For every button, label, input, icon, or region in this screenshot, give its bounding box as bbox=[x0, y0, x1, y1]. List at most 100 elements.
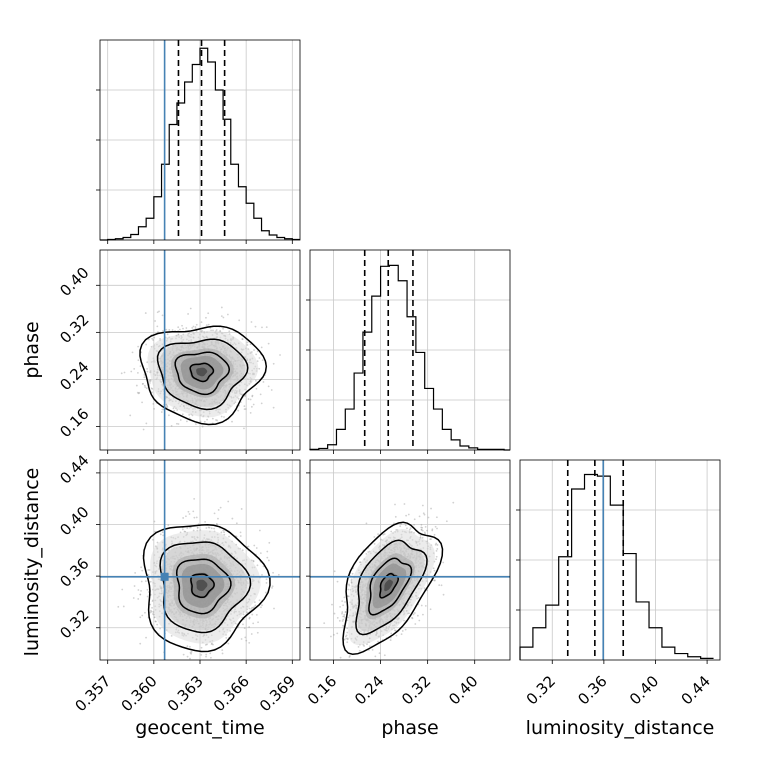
sample-point bbox=[139, 642, 142, 645]
sample-point bbox=[170, 635, 173, 637]
sample-point bbox=[258, 599, 261, 602]
sample-point bbox=[147, 573, 150, 576]
sample-point bbox=[223, 663, 225, 665]
sample-point bbox=[253, 544, 256, 547]
density-panel-geocent_time-phase bbox=[96, 249, 301, 454]
sample-point bbox=[122, 605, 125, 608]
sample-point bbox=[265, 591, 267, 594]
sample-point bbox=[158, 310, 160, 313]
sample-point bbox=[252, 606, 255, 609]
sample-point bbox=[212, 643, 214, 646]
sample-point bbox=[210, 527, 213, 530]
sample-point bbox=[422, 613, 424, 616]
sample-point bbox=[135, 384, 138, 387]
sample-point bbox=[133, 367, 136, 370]
sample-point bbox=[185, 327, 188, 329]
x-axis-label-geocent-time: geocent_time bbox=[135, 717, 264, 739]
sample-point bbox=[186, 527, 189, 529]
sample-point bbox=[189, 657, 191, 660]
sample-point bbox=[227, 642, 230, 645]
sample-point bbox=[261, 326, 263, 329]
sample-point bbox=[421, 504, 424, 507]
sample-point bbox=[142, 428, 145, 431]
sample-point bbox=[419, 534, 422, 537]
sample-point bbox=[189, 526, 192, 529]
sample-point bbox=[422, 512, 425, 515]
sample-point bbox=[256, 631, 259, 634]
sample-point bbox=[228, 535, 230, 538]
sample-point bbox=[256, 360, 259, 363]
sample-point bbox=[243, 627, 246, 630]
density-panel-geocent_time-luminosity_distance bbox=[96, 459, 301, 683]
sample-point bbox=[207, 323, 210, 326]
sample-point bbox=[140, 580, 143, 583]
sample-point bbox=[241, 338, 244, 340]
sample-point bbox=[153, 407, 155, 410]
sample-point bbox=[237, 409, 240, 412]
sample-point bbox=[131, 351, 134, 354]
sample-point bbox=[145, 636, 147, 639]
sample-point bbox=[261, 573, 263, 576]
sample-point bbox=[203, 420, 206, 423]
sample-point bbox=[219, 506, 222, 509]
sample-point bbox=[253, 606, 256, 608]
sample-point bbox=[211, 642, 213, 645]
sample-point bbox=[159, 337, 161, 340]
sample-point bbox=[200, 653, 203, 656]
sample-point bbox=[348, 656, 351, 658]
sample-point bbox=[179, 419, 182, 421]
sample-point bbox=[433, 569, 436, 572]
sample-point bbox=[244, 636, 247, 639]
sample-point bbox=[195, 323, 198, 326]
sample-point bbox=[151, 538, 154, 541]
sample-point bbox=[181, 324, 183, 327]
sample-point bbox=[167, 524, 170, 526]
sample-point bbox=[141, 569, 144, 572]
sample-point bbox=[223, 531, 225, 534]
sample-point bbox=[207, 526, 210, 529]
sample-point bbox=[243, 405, 246, 408]
sample-point bbox=[279, 354, 281, 356]
sample-point bbox=[251, 681, 253, 683]
sample-point bbox=[216, 523, 218, 525]
sample-point bbox=[271, 586, 273, 589]
sample-point bbox=[120, 372, 123, 375]
sample-point bbox=[266, 556, 269, 559]
panel-content-0 bbox=[100, 250, 300, 450]
histogram-geocent_time bbox=[100, 47, 300, 241]
sample-point bbox=[248, 617, 251, 620]
sample-point bbox=[153, 613, 155, 616]
sample-point bbox=[152, 613, 154, 615]
sample-point bbox=[221, 652, 224, 655]
sample-point bbox=[257, 621, 259, 624]
sample-point bbox=[134, 572, 137, 574]
contour-3 bbox=[189, 362, 215, 383]
sample-point bbox=[251, 606, 254, 609]
sample-point bbox=[220, 415, 223, 418]
sample-point bbox=[143, 376, 146, 379]
sample-point bbox=[217, 517, 219, 520]
density-panel-phase-luminosity_distance bbox=[306, 459, 511, 664]
sample-point bbox=[151, 391, 153, 394]
hist-panel-geocent_time bbox=[96, 39, 301, 244]
sample-point bbox=[373, 536, 376, 538]
sample-point bbox=[189, 651, 192, 654]
sample-point bbox=[145, 387, 148, 390]
sample-point bbox=[255, 547, 258, 549]
sample-point bbox=[146, 588, 149, 591]
sample-point bbox=[248, 641, 251, 644]
sample-point bbox=[190, 650, 193, 653]
sample-point bbox=[254, 604, 257, 607]
sample-point bbox=[156, 623, 159, 626]
sample-point bbox=[250, 633, 253, 635]
sample-point bbox=[165, 403, 168, 406]
sample-point bbox=[182, 517, 185, 519]
sample-point bbox=[239, 535, 242, 537]
sample-point bbox=[156, 311, 159, 314]
sample-point bbox=[244, 395, 247, 398]
sample-point bbox=[129, 414, 132, 417]
sample-point bbox=[242, 623, 244, 626]
sample-point bbox=[267, 385, 270, 388]
sample-point bbox=[206, 643, 208, 646]
